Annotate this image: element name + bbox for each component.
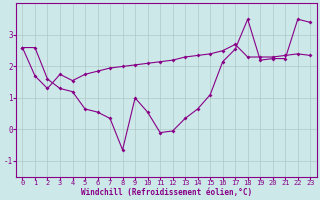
X-axis label: Windchill (Refroidissement éolien,°C): Windchill (Refroidissement éolien,°C) bbox=[81, 188, 252, 197]
